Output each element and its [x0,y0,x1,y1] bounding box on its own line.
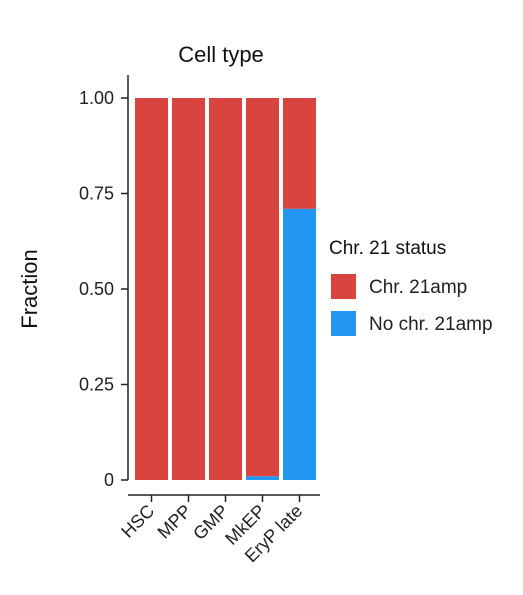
x-tick-label: MPP [154,501,196,543]
y-tick-label: 0 [104,470,114,490]
y-tick-label: 0.25 [79,375,114,395]
chart-title: Cell type [178,42,264,67]
x-tick-label: HSC [117,501,158,542]
bar-segment [172,98,205,480]
bar-segment [246,476,279,480]
y-tick-label: 0.50 [79,279,114,299]
legend-swatch [331,311,356,336]
legend-entries: Chr. 21amp No chr. 21amp [331,274,493,336]
y-ticks-group: 0 0.25 0.50 0.75 1.00 [79,88,128,490]
legend-label: No chr. 21amp [369,314,493,335]
legend: Chr. 21 status Chr. 21amp No chr. 21amp [329,238,493,336]
y-tick-label: 1.00 [79,88,114,108]
bar-segment [246,98,279,477]
y-axis-label: Fraction [17,249,42,328]
bar-segment [283,98,316,209]
legend-title: Chr. 21 status [329,238,446,259]
legend-label: Chr. 21amp [369,277,467,298]
bars-group [135,98,316,480]
legend-swatch [331,274,356,299]
bar-segment [135,98,168,480]
bar-segment [209,98,242,480]
y-tick-label: 0.75 [79,184,114,204]
bar-segment [283,208,316,480]
